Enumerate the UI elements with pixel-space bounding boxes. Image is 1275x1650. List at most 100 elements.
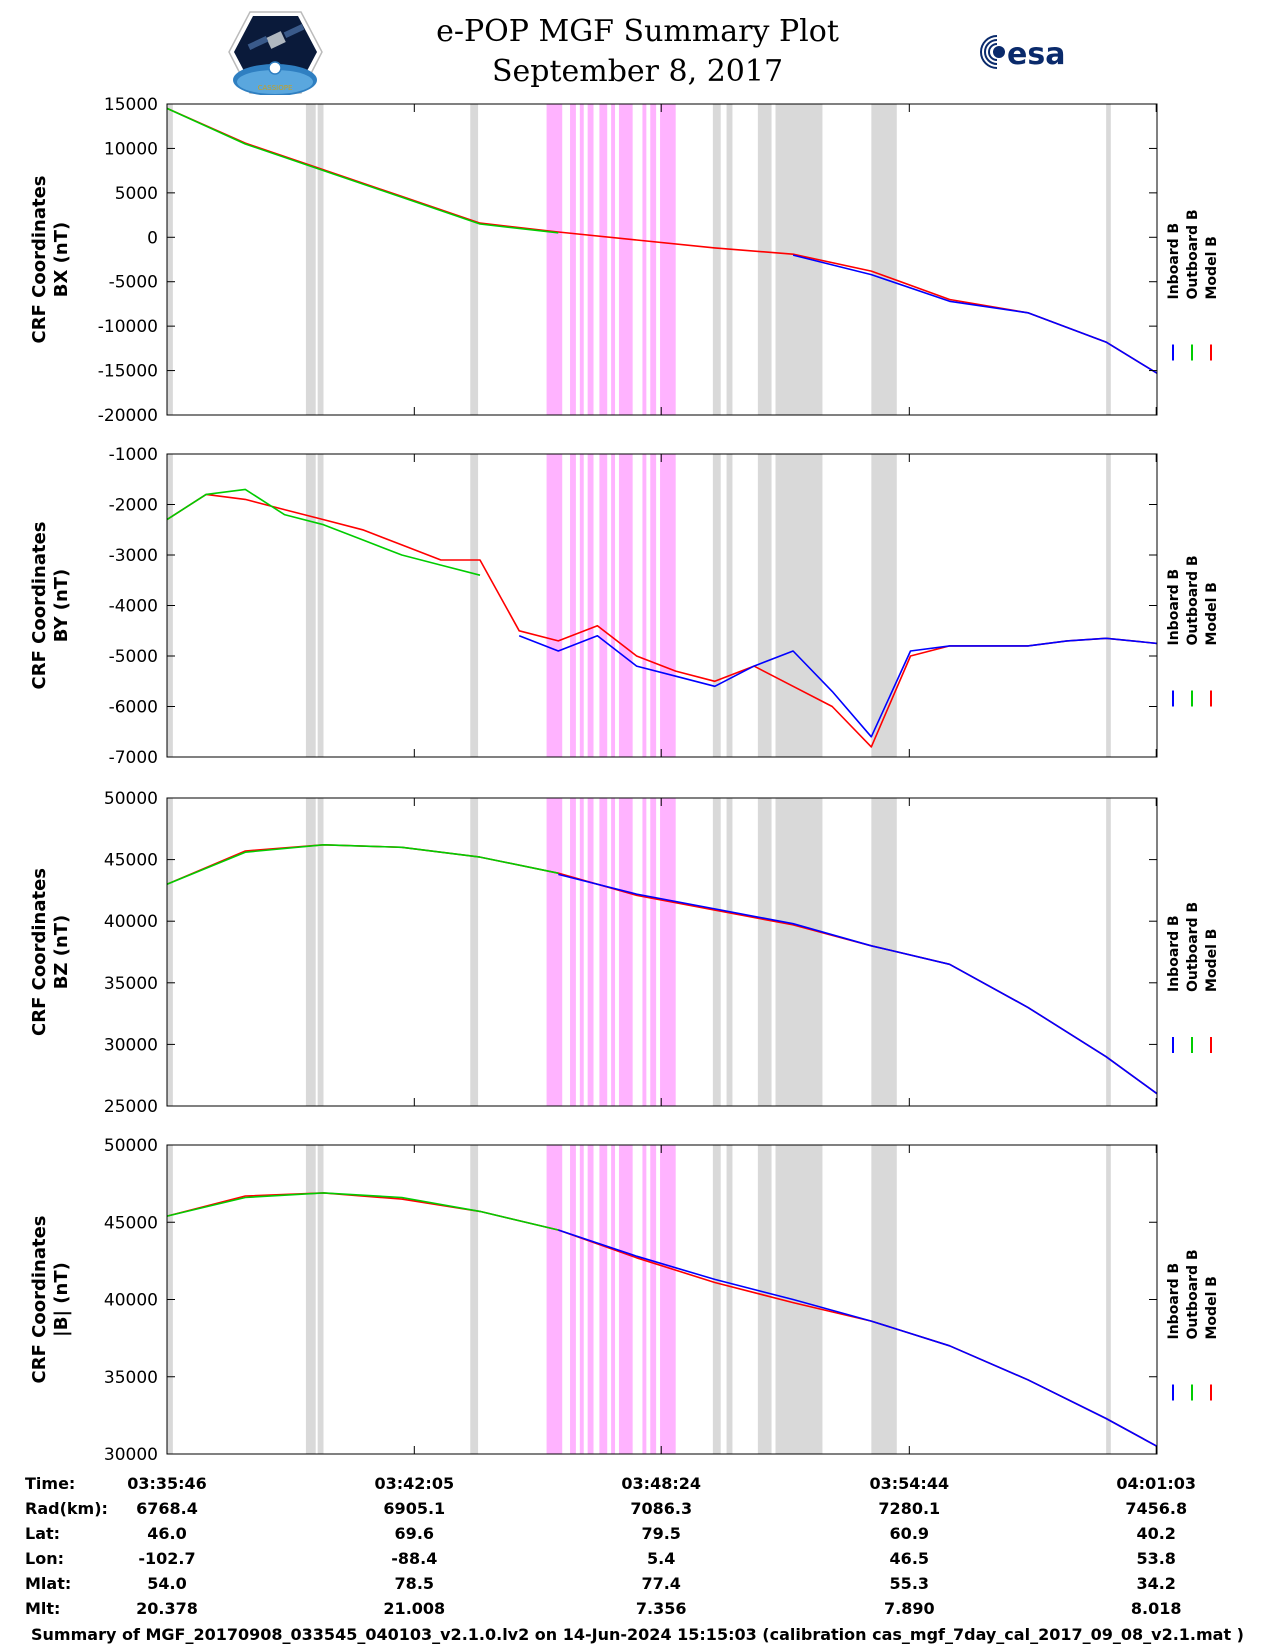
gray-band — [1106, 1145, 1111, 1454]
legend-label: Inboard B — [1166, 915, 1182, 992]
magenta-band — [611, 1145, 616, 1454]
ephemeris-value: 54.0 — [147, 1574, 187, 1593]
magenta-band — [618, 1145, 633, 1454]
gray-band — [712, 798, 721, 1106]
panel-bx: 15000 10000 5000 0 -5000 -10000 -15000 -20000 CR… — [29, 95, 1220, 426]
magenta-band — [546, 104, 563, 415]
ephemeris-value: 34.2 — [1136, 1574, 1176, 1593]
ephemeris-value: -102.7 — [138, 1549, 196, 1568]
gray-band — [712, 454, 721, 757]
svg-text:CASSIOPE: CASSIOPE — [258, 84, 293, 92]
ephemeris-value: 79.5 — [641, 1524, 681, 1543]
gray-band — [1106, 104, 1111, 415]
gray-band — [726, 798, 733, 1106]
y-tick-label: 10000 — [104, 139, 158, 159]
legend-label: Inboard B — [1166, 569, 1182, 646]
gray-band — [167, 104, 173, 415]
magenta-band — [599, 1145, 608, 1454]
y-tick-label: 35000 — [104, 974, 158, 994]
magenta-band — [611, 104, 616, 415]
y-tick-label: -15000 — [98, 362, 158, 382]
gray-band — [317, 1145, 324, 1454]
gray-band — [871, 1145, 897, 1454]
y-axis-label-line1: CRF Coordinates — [29, 176, 50, 344]
gray-band — [871, 454, 897, 757]
panel-bz: 50000 45000 40000 35000 30000 25000 CRF Coordi… — [29, 789, 1220, 1117]
y-axis-label-line2: |B| (nT) — [51, 1262, 72, 1337]
y-axis-label-line1: CRF Coordinates — [29, 1216, 50, 1384]
magenta-band — [611, 798, 616, 1106]
y-axis-label: CRF Coordinates|B| (nT) — [29, 1216, 72, 1384]
gray-band — [757, 104, 772, 415]
ephemeris-value: 53.8 — [1136, 1549, 1176, 1568]
magenta-band — [546, 798, 563, 1106]
y-axis-label: CRF CoordinatesBY (nT) — [29, 522, 72, 690]
magenta-band — [599, 798, 608, 1106]
cassiope-logo: CASSIOPE — [228, 11, 323, 95]
gray-band — [470, 1145, 479, 1454]
gray-band — [1106, 798, 1111, 1106]
magenta-band — [587, 1145, 594, 1454]
gray-band — [305, 1145, 316, 1454]
magenta-band — [650, 454, 657, 757]
legend-label: Outboard B — [1185, 1249, 1201, 1339]
ephemeris-value: 8.018 — [1130, 1599, 1182, 1618]
y-tick-label: 35000 — [104, 1368, 158, 1388]
ephemeris-value: 5.4 — [647, 1549, 676, 1568]
y-tick-label: 5000 — [115, 184, 158, 204]
ephemeris-value: 78.5 — [394, 1574, 435, 1593]
magenta-band — [546, 1145, 563, 1454]
gray-band — [1106, 454, 1111, 757]
ephemeris-value: 40.2 — [1136, 1524, 1176, 1543]
ephemeris-value: 7086.3 — [630, 1499, 693, 1518]
gray-band — [757, 454, 772, 757]
series-line-inboard — [558, 873, 1158, 1095]
panel-by: -1000 -2000 -3000 -4000 -5000 -6000 -7000 CRF C… — [29, 445, 1220, 768]
ephemeris-row-label: Lon: — [25, 1549, 64, 1568]
gray-band — [712, 104, 721, 415]
magenta-band — [650, 798, 657, 1106]
magenta-band — [642, 1145, 647, 1454]
ephemeris-value: 6905.1 — [383, 1499, 446, 1518]
magenta-band — [599, 104, 608, 415]
magenta-band — [642, 798, 647, 1106]
y-tick-label: -5000 — [109, 273, 158, 293]
ephemeris-value: 46.0 — [147, 1524, 187, 1543]
magenta-band — [587, 798, 594, 1106]
y-axis-label-line1: CRF Coordinates — [29, 522, 50, 690]
gray-band — [757, 1145, 772, 1454]
gray-band — [317, 798, 324, 1106]
gray-band — [305, 454, 316, 757]
ephemeris-value: 20.378 — [136, 1599, 198, 1618]
y-tick-label: -1000 — [109, 445, 158, 465]
legend-label: Model B — [1204, 929, 1220, 992]
magenta-band — [618, 454, 633, 757]
ephemeris-value: 77.4 — [641, 1574, 681, 1593]
legend-label: Model B — [1204, 582, 1220, 645]
y-tick-label: -7000 — [109, 748, 158, 768]
ephemeris-value: 03:48:24 — [621, 1474, 701, 1493]
ephemeris-row-label: Time: — [25, 1474, 76, 1493]
y-tick-label: 15000 — [104, 95, 158, 115]
y-tick-label: 45000 — [104, 851, 158, 871]
y-axis-label-line2: BX (nT) — [51, 222, 72, 297]
y-tick-label: 50000 — [104, 1136, 158, 1156]
gray-band — [167, 798, 173, 1106]
y-tick-label: -6000 — [109, 698, 158, 718]
ephemeris-value: 21.008 — [383, 1599, 446, 1618]
ephemeris-value: 60.9 — [889, 1524, 930, 1543]
ephemeris-row-label: Mlat: — [25, 1574, 72, 1593]
legend-label: Outboard B — [1185, 902, 1201, 992]
gray-band — [871, 798, 897, 1106]
legend-label: Model B — [1204, 236, 1220, 299]
gray-band — [726, 454, 733, 757]
magenta-band — [546, 454, 563, 757]
y-tick-label: -5000 — [109, 647, 158, 667]
y-axis-label: CRF CoordinatesBX (nT) — [29, 176, 72, 344]
y-tick-label: 30000 — [104, 1445, 158, 1465]
magenta-band — [570, 104, 576, 415]
ephemeris-value: 7.890 — [883, 1599, 935, 1618]
magenta-band — [660, 798, 676, 1106]
y-tick-label: -2000 — [109, 496, 158, 516]
